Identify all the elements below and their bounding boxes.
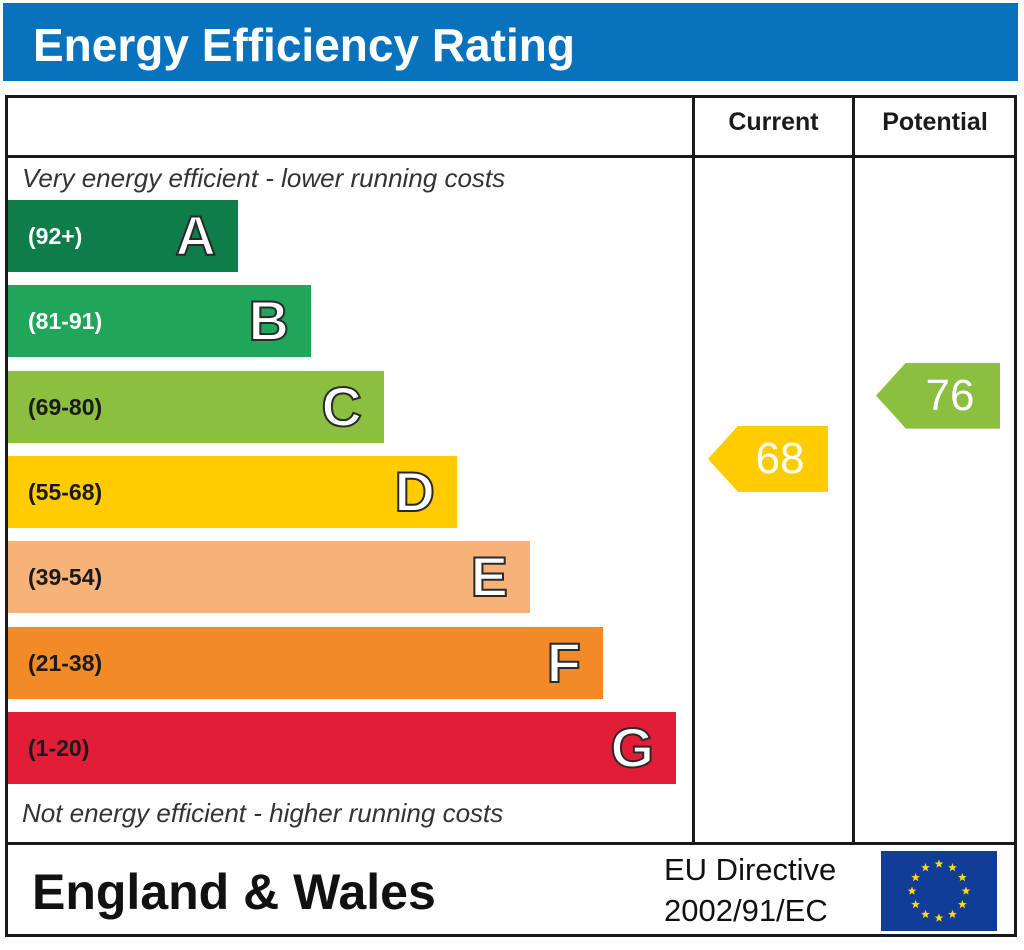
eu-star-icon (961, 886, 971, 895)
top-caption: Very energy efficient - lower running co… (22, 163, 506, 193)
band-g-range: (1-20) (28, 734, 90, 761)
band-a-range: (92+) (28, 223, 83, 249)
band-a: (92+) A (8, 200, 238, 272)
bottom-caption: Not energy efficient - higher running co… (22, 798, 504, 828)
eu-star-icon (934, 913, 944, 922)
potential-column-header: Potential (882, 108, 988, 136)
region-label: England & Wales (32, 864, 436, 920)
rating-table-frame (5, 95, 1017, 937)
eu-flag-icon (881, 851, 997, 931)
band-e-range: (39-54) (28, 564, 103, 591)
directive-line-1: EU Directive (664, 852, 837, 887)
band-d-letter: D (394, 459, 436, 524)
band-d-range: (55-68) (28, 478, 103, 505)
band-f: (21-38) F (8, 626, 603, 699)
current-column-header: Current (728, 108, 819, 136)
band-g: (1-20) G (8, 711, 676, 784)
eu-star-icon (934, 859, 944, 868)
column-divider-potential (852, 95, 855, 845)
band-c-letter: C (321, 374, 363, 439)
band-b-letter: B (248, 288, 290, 353)
band-f-range: (21-38) (28, 649, 103, 676)
footer-row-divider (5, 842, 1017, 845)
band-a-letter: A (175, 203, 217, 268)
eu-star-icon (911, 899, 920, 909)
directive-line-2: 2002/91/EC (664, 893, 828, 928)
band-c-range: (69-80) (28, 393, 103, 420)
band-f-letter: F (546, 630, 582, 695)
eu-star-icon (948, 863, 957, 872)
column-divider-current (692, 95, 695, 845)
band-g-letter: G (609, 715, 655, 780)
eu-star-icon (921, 909, 930, 919)
band-d: (55-68) D (8, 455, 457, 528)
chart-title: Energy Efficiency Rating (33, 19, 575, 71)
title-bar: Energy Efficiency Rating (3, 3, 1018, 81)
eu-star-icon (921, 863, 930, 872)
current-rating-arrow: 68 (708, 425, 828, 492)
eu-star-icon (958, 872, 967, 882)
band-e: (39-54) E (8, 541, 530, 614)
band-b: (81-91) B (8, 285, 311, 358)
eu-star-icon (907, 886, 917, 895)
eu-flag-stars (907, 859, 971, 922)
band-e-letter: E (470, 544, 509, 609)
potential-rating-arrow: 76 (876, 362, 1000, 429)
eu-star-icon (911, 872, 920, 882)
current-rating-arrow-value: 68 (755, 433, 805, 483)
band-b-range: (81-91) (28, 308, 103, 335)
eu-star-icon (958, 899, 967, 909)
potential-rating-arrow-value: 76 (925, 370, 975, 420)
band-c: (69-80) C (8, 370, 384, 443)
header-row-divider (5, 155, 1017, 158)
eu-star-icon (948, 909, 957, 919)
